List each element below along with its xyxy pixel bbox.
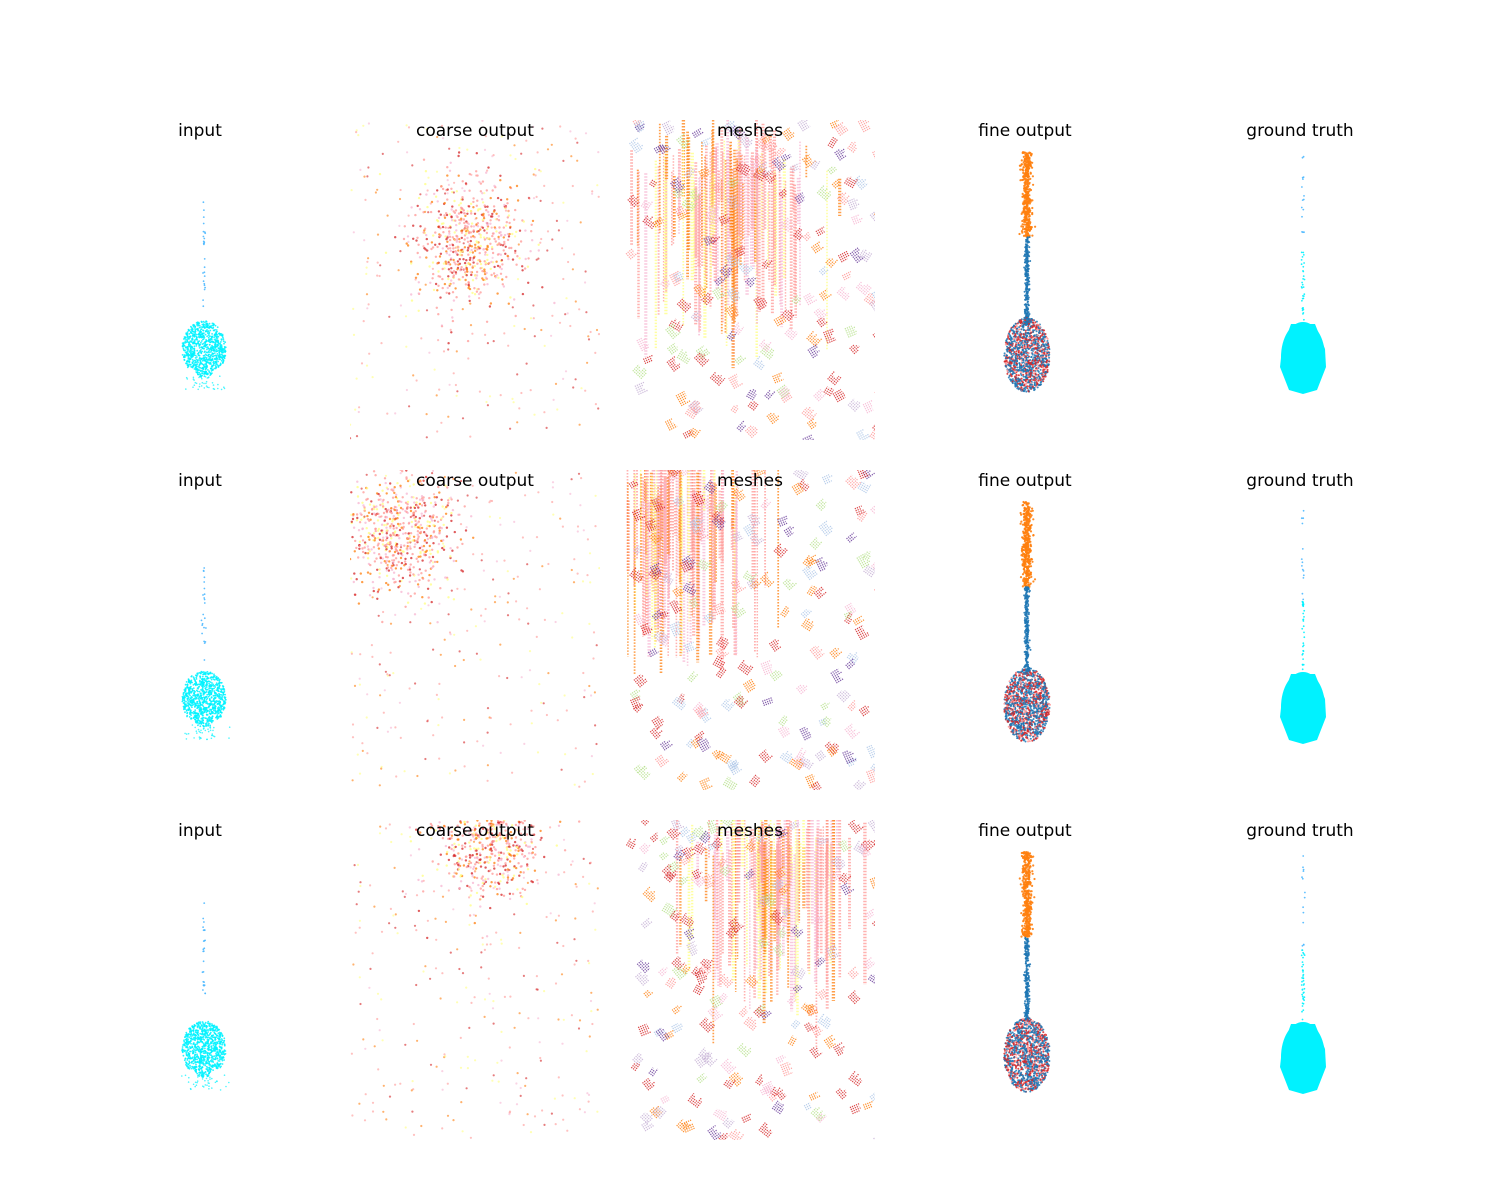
fine-point-cloud <box>1003 151 1051 393</box>
meshes-point-cloud <box>625 820 875 1140</box>
input-point-cloud <box>181 902 230 1091</box>
panel-title-gt: ground truth <box>1246 121 1353 141</box>
panel-title-fine: fine output <box>978 821 1072 841</box>
meshes-point-cloud <box>625 120 875 440</box>
panel-title-input: input <box>178 471 222 491</box>
panel-title-meshes: meshes <box>717 121 783 141</box>
panel-fine-row-1: fine output <box>978 121 1072 393</box>
panel-coarse-row-1: coarse output <box>350 120 600 440</box>
panel-title-coarse: coarse output <box>416 471 534 491</box>
panel-title-fine: fine output <box>978 471 1072 491</box>
panel-title-coarse: coarse output <box>416 121 534 141</box>
panel-input-row-1: input <box>178 121 227 391</box>
panel-input-row-3: input <box>178 821 230 1091</box>
panel-input-row-2: input <box>178 471 231 741</box>
meshes-point-cloud <box>626 470 875 790</box>
panel-title-meshes: meshes <box>717 821 783 841</box>
panel-fine-row-2: fine output <box>978 471 1072 743</box>
input-point-cloud <box>181 201 227 391</box>
panel-title-input: input <box>178 121 222 141</box>
panel-coarse-row-3: coarse output <box>350 820 599 1139</box>
gt-point-cloud <box>1280 509 1326 744</box>
panel-grid: input coarse output meshes fine output groun… <box>178 120 1354 1140</box>
fine-point-cloud <box>1003 851 1051 1093</box>
coarse-point-cloud <box>350 470 600 788</box>
gt-point-cloud <box>1280 855 1326 1094</box>
coarse-point-cloud <box>350 120 600 440</box>
panel-title-meshes: meshes <box>717 471 783 491</box>
panel-title-coarse: coarse output <box>416 821 534 841</box>
coarse-point-cloud <box>350 820 599 1139</box>
panel-meshes-row-1: meshes <box>625 120 875 440</box>
panel-meshes-row-2: meshes <box>626 470 875 790</box>
panel-gt-row-3: ground truth <box>1246 821 1354 1094</box>
panel-coarse-row-2: coarse output <box>350 470 600 788</box>
gt-point-cloud <box>1280 155 1326 394</box>
panel-title-gt: ground truth <box>1246 471 1353 491</box>
fine-point-cloud <box>1003 500 1051 743</box>
panel-title-input: input <box>178 821 222 841</box>
panel-gt-row-1: ground truth <box>1246 121 1354 394</box>
panel-title-gt: ground truth <box>1246 821 1353 841</box>
panel-meshes-row-3: meshes <box>625 820 875 1140</box>
panel-title-fine: fine output <box>978 121 1072 141</box>
panel-gt-row-2: ground truth <box>1246 471 1354 744</box>
input-point-cloud <box>181 567 231 741</box>
panel-fine-row-3: fine output <box>978 821 1072 1093</box>
